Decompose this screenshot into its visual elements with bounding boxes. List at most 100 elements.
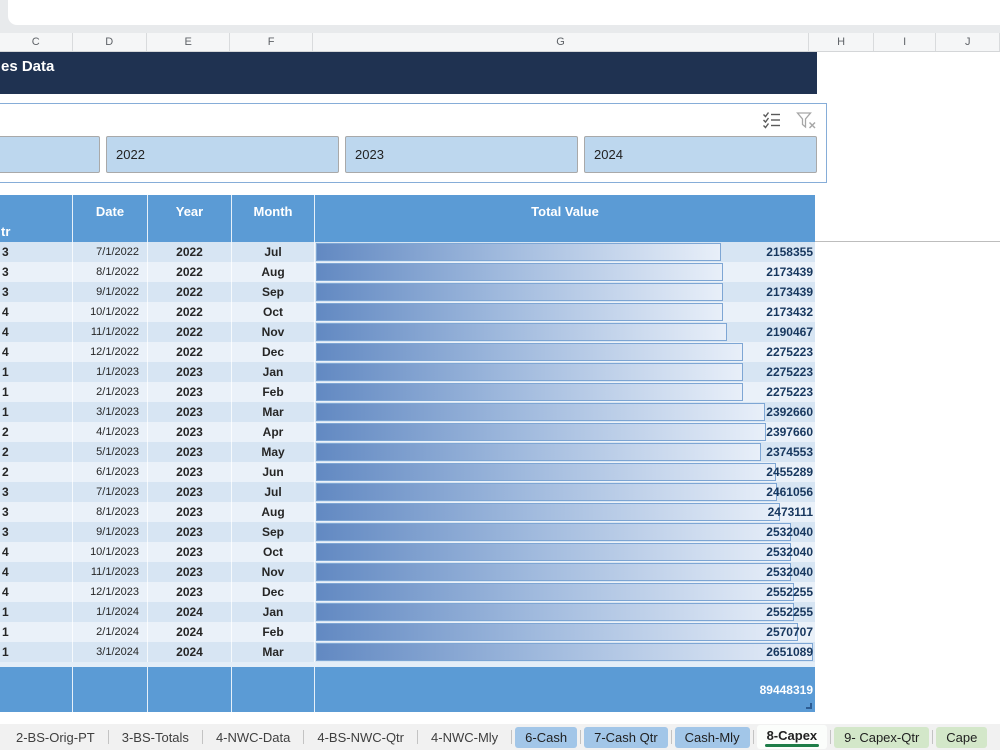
table-resize-handle[interactable] [806, 703, 812, 709]
cell-month[interactable]: Aug [232, 262, 315, 282]
cell-qtr[interactable]: 4 [0, 302, 73, 322]
cell-date[interactable]: 12/1/2022 [73, 342, 148, 362]
cell-qtr[interactable]: 3 [0, 502, 73, 522]
formula-bar[interactable] [8, 0, 1000, 25]
cell-qtr[interactable]: 4 [0, 342, 73, 362]
cell-year[interactable]: 2022 [148, 262, 232, 282]
cell-date[interactable]: 10/1/2022 [73, 302, 148, 322]
cell-date[interactable]: 11/1/2023 [73, 562, 148, 582]
cell-month[interactable]: Sep [232, 282, 315, 302]
header-month[interactable]: Month [232, 195, 315, 242]
cell-year[interactable]: 2022 [148, 242, 232, 262]
cell-total-value[interactable]: 2158355 [315, 242, 815, 262]
cell-qtr[interactable]: 4 [0, 562, 73, 582]
cell-qtr[interactable]: 3 [0, 242, 73, 262]
cell-total-value[interactable]: 2275223 [315, 342, 815, 362]
cell-qtr[interactable]: 1 [0, 642, 73, 662]
cell-year[interactable]: 2023 [148, 562, 232, 582]
cell-qtr[interactable]: 2 [0, 422, 73, 442]
cell-total-value[interactable]: 2275223 [315, 382, 815, 402]
cell-year[interactable]: 2023 [148, 482, 232, 502]
sheet-tab-7-cash-qtr[interactable]: 7-Cash Qtr [584, 726, 668, 748]
cell-year[interactable]: 2022 [148, 342, 232, 362]
sheet-tab-8-capex[interactable]: 8-Capex [756, 725, 828, 749]
cell-total-value[interactable]: 2455289 [315, 462, 815, 482]
sheet-tab-4-bs-nwc-qtr[interactable]: 4-BS-NWC-Qtr [317, 729, 405, 745]
cell-year[interactable]: 2022 [148, 322, 232, 342]
column-letter-I[interactable]: I [874, 33, 937, 51]
total-cell-qtr[interactable] [0, 667, 73, 712]
cell-date[interactable]: 10/1/2023 [73, 542, 148, 562]
cell-month[interactable]: Jul [232, 242, 315, 262]
cell-date[interactable]: 7/1/2022 [73, 242, 148, 262]
cell-total-value[interactable]: 2552255 [315, 582, 815, 602]
total-cell-value[interactable]: 89448319 [315, 667, 815, 712]
cell-total-value[interactable]: 2461056 [315, 482, 815, 502]
cell-qtr[interactable]: 3 [0, 482, 73, 502]
cell-month[interactable]: Jun [232, 462, 315, 482]
cell-year[interactable]: 2024 [148, 602, 232, 622]
cell-year[interactable]: 2023 [148, 462, 232, 482]
total-cell-month[interactable] [232, 667, 315, 712]
cell-date[interactable]: 6/1/2023 [73, 462, 148, 482]
sheet-tab-cash-mly[interactable]: Cash-Mly [674, 726, 750, 748]
column-letter-C[interactable]: C [0, 33, 73, 51]
total-cell-year[interactable] [148, 667, 232, 712]
cell-date[interactable]: 12/1/2023 [73, 582, 148, 602]
sheet-tab-2-bs-orig-pt[interactable]: 2-BS-Orig-PT [16, 729, 95, 745]
column-letter-E[interactable]: E [147, 33, 231, 51]
cell-month[interactable]: Oct [232, 542, 315, 562]
cell-month[interactable]: Nov [232, 322, 315, 342]
cell-total-value[interactable]: 2532040 [315, 562, 815, 582]
cell-year[interactable]: 2023 [148, 542, 232, 562]
column-letter-D[interactable]: D [73, 33, 147, 51]
clear-filter-icon[interactable] [796, 111, 816, 129]
sheet-tab-4-nwc-data[interactable]: 4-NWC-Data [215, 729, 291, 745]
cell-month[interactable]: Dec [232, 582, 315, 602]
header-total-value[interactable]: Total Value [531, 204, 599, 219]
cell-date[interactable]: 11/1/2022 [73, 322, 148, 342]
cell-qtr[interactable]: 1 [0, 362, 73, 382]
cell-date[interactable]: 4/1/2023 [73, 422, 148, 442]
cell-total-value[interactable]: 2651089 [315, 642, 815, 662]
cell-year[interactable]: 2024 [148, 622, 232, 642]
cell-month[interactable]: Mar [232, 642, 315, 662]
cell-year[interactable]: 2023 [148, 402, 232, 422]
sheet-tab-cape[interactable]: Cape [936, 726, 988, 748]
sheet-tab-6-cash[interactable]: 6-Cash [515, 726, 578, 748]
cell-qtr[interactable]: 1 [0, 602, 73, 622]
cell-qtr[interactable]: 1 [0, 382, 73, 402]
cell-date[interactable]: 9/1/2022 [73, 282, 148, 302]
cell-month[interactable]: Jan [232, 362, 315, 382]
cell-date[interactable]: 5/1/2023 [73, 442, 148, 462]
cell-total-value[interactable]: 2532040 [315, 542, 815, 562]
cell-qtr[interactable]: 3 [0, 522, 73, 542]
cell-month[interactable]: Aug [232, 502, 315, 522]
cell-date[interactable]: 7/1/2023 [73, 482, 148, 502]
column-letter-H[interactable]: H [809, 33, 874, 51]
cell-month[interactable]: Jan [232, 602, 315, 622]
cell-total-value[interactable]: 2570707 [315, 622, 815, 642]
cell-date[interactable]: 9/1/2023 [73, 522, 148, 542]
slicer-button-2023[interactable]: 2023 [345, 136, 578, 173]
cell-qtr[interactable]: 4 [0, 322, 73, 342]
cell-total-value[interactable]: 2173439 [315, 282, 815, 302]
cell-date[interactable]: 8/1/2022 [73, 262, 148, 282]
cell-year[interactable]: 2023 [148, 582, 232, 602]
cell-qtr[interactable]: 3 [0, 262, 73, 282]
header-date[interactable]: Date [73, 195, 148, 242]
cell-year[interactable]: 2023 [148, 382, 232, 402]
cell-month[interactable]: Nov [232, 562, 315, 582]
cell-year[interactable]: 2023 [148, 502, 232, 522]
cell-date[interactable]: 1/1/2023 [73, 362, 148, 382]
cell-total-value[interactable]: 2552255 [315, 602, 815, 622]
cell-year[interactable]: 2024 [148, 642, 232, 662]
slicer-button-2024[interactable]: 2024 [584, 136, 817, 173]
cell-year[interactable]: 2023 [148, 522, 232, 542]
cell-date[interactable]: 2/1/2023 [73, 382, 148, 402]
cell-qtr[interactable]: 4 [0, 582, 73, 602]
cell-qtr[interactable]: 2 [0, 442, 73, 462]
sheet-tab-4-nwc-mly[interactable]: 4-NWC-Mly [431, 729, 499, 745]
column-letter-F[interactable]: F [230, 33, 313, 51]
header-year[interactable]: Year [148, 195, 232, 242]
